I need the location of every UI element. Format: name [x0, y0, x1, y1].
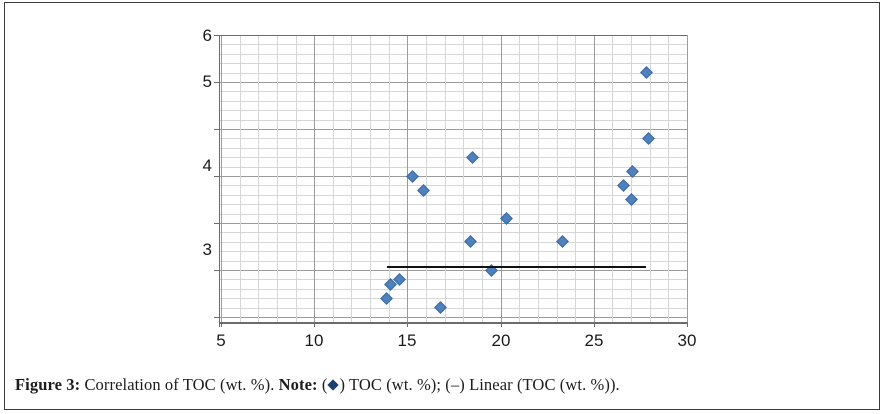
- caption-text: Correlation of TOC (wt. %).: [80, 375, 279, 394]
- h-gridline-minor: [220, 148, 687, 149]
- x-tick-label: 15: [397, 331, 417, 350]
- h-gridline-minor: [220, 138, 687, 139]
- h-gridline-minor: [220, 167, 687, 168]
- v-gridline-minor: [538, 35, 539, 322]
- h-gridline-minor: [220, 110, 687, 111]
- caption-label-bold: Figure 3:: [15, 375, 81, 394]
- v-gridline-minor: [463, 35, 464, 322]
- h-gridline-major: [220, 82, 687, 83]
- h-gridline-minor: [220, 242, 687, 243]
- v-gridline-major: [314, 35, 315, 322]
- y-axis-tick: [214, 223, 219, 224]
- figure-border: [4, 2, 880, 410]
- v-gridline-minor: [631, 35, 632, 322]
- x-tick-label: 30: [677, 331, 697, 350]
- y-axis-tick: [214, 129, 219, 130]
- v-gridline-minor: [519, 35, 520, 322]
- data-point-diamond: [642, 132, 656, 145]
- y-axis-tick: [214, 317, 219, 318]
- caption-text: ) TOC (wt. %); (–) Linear (TOC (wt. %)).: [339, 375, 620, 394]
- data-point-diamond: [464, 235, 478, 249]
- v-gridline-minor: [333, 35, 334, 322]
- v-gridline-minor: [426, 35, 427, 322]
- v-gridline-major: [221, 35, 222, 322]
- v-gridline-minor: [445, 35, 446, 322]
- caption-label-bold: Note:: [278, 375, 318, 394]
- y-tick-label: 3: [202, 240, 212, 259]
- v-gridline-minor: [650, 35, 651, 322]
- figure-caption: Figure 3: Correlation of TOC (wt. %). No…: [15, 374, 865, 395]
- v-gridline-minor: [296, 35, 297, 322]
- v-gridline-minor: [370, 35, 371, 322]
- h-gridline-major: [220, 223, 687, 224]
- x-axis-line: [219, 322, 687, 324]
- x-axis-tick: [687, 322, 688, 327]
- y-axis-tick: [214, 82, 219, 83]
- v-gridline-minor: [277, 35, 278, 322]
- v-gridline-minor: [351, 35, 352, 322]
- h-gridline-minor: [220, 261, 687, 262]
- h-gridline-minor: [220, 279, 687, 280]
- x-axis-tick: [594, 322, 595, 327]
- caption-diamond-marker-icon: [327, 379, 340, 391]
- h-gridline-minor: [220, 54, 687, 55]
- data-point-diamond: [617, 179, 630, 192]
- h-gridline-minor: [220, 120, 687, 121]
- h-gridline-minor: [220, 195, 687, 196]
- linear-trendline: [386, 266, 646, 269]
- h-gridline-minor: [220, 44, 687, 45]
- x-axis-tick: [314, 322, 315, 327]
- h-gridline-minor: [220, 204, 687, 205]
- y-axis-tick: [214, 176, 219, 177]
- h-gridline-minor: [220, 157, 687, 158]
- v-gridline-minor: [612, 35, 613, 322]
- h-gridline-minor: [220, 214, 687, 215]
- y-tick-label: 5: [202, 72, 212, 91]
- h-gridline-minor: [220, 63, 687, 64]
- h-gridline-minor: [220, 91, 687, 92]
- h-gridline-minor: [220, 73, 687, 74]
- y-tick-label: 4: [202, 156, 212, 175]
- y-axis-tick: [214, 35, 219, 36]
- h-gridline-major: [220, 317, 687, 318]
- h-gridline-major: [220, 176, 687, 177]
- h-gridline-major: [220, 129, 687, 130]
- v-gridline-major: [687, 35, 688, 322]
- v-gridline-minor: [482, 35, 483, 322]
- data-point-diamond: [640, 66, 654, 79]
- caption-text: (: [317, 375, 328, 394]
- y-axis-line: [219, 35, 220, 327]
- x-axis-tick: [221, 322, 222, 327]
- h-gridline-minor: [220, 101, 687, 102]
- v-gridline-minor: [668, 35, 669, 322]
- x-tick-label: 5: [216, 331, 226, 350]
- v-gridline-minor: [575, 35, 576, 322]
- x-tick-label: 25: [584, 331, 604, 350]
- toc-scatter-chart: 6 5 4 3 5 10 15 20 25 30: [202, 26, 697, 350]
- y-tick-label: 6: [202, 26, 212, 45]
- h-gridline-minor: [220, 289, 687, 290]
- data-point-diamond: [406, 169, 420, 183]
- h-gridline-minor: [220, 232, 687, 233]
- x-tick-label: 10: [304, 331, 324, 350]
- data-point-diamond: [380, 291, 394, 305]
- v-gridline-major: [501, 35, 502, 322]
- v-gridline-minor: [389, 35, 390, 322]
- plot-top-border: [220, 35, 687, 36]
- h-gridline-minor: [220, 185, 687, 186]
- v-gridline-minor: [557, 35, 558, 322]
- v-gridline-major: [594, 35, 595, 322]
- v-gridline-minor: [240, 35, 241, 322]
- h-gridline-minor: [220, 308, 687, 309]
- y-axis-tick: [214, 270, 219, 271]
- h-gridline-major: [220, 270, 687, 271]
- h-gridline-minor: [220, 298, 687, 299]
- x-axis-tick: [501, 322, 502, 327]
- x-tick-label: 20: [491, 331, 511, 350]
- v-gridline-minor: [258, 35, 259, 322]
- x-axis-tick: [407, 322, 408, 327]
- h-gridline-minor: [220, 251, 687, 252]
- data-point-diamond: [466, 150, 479, 164]
